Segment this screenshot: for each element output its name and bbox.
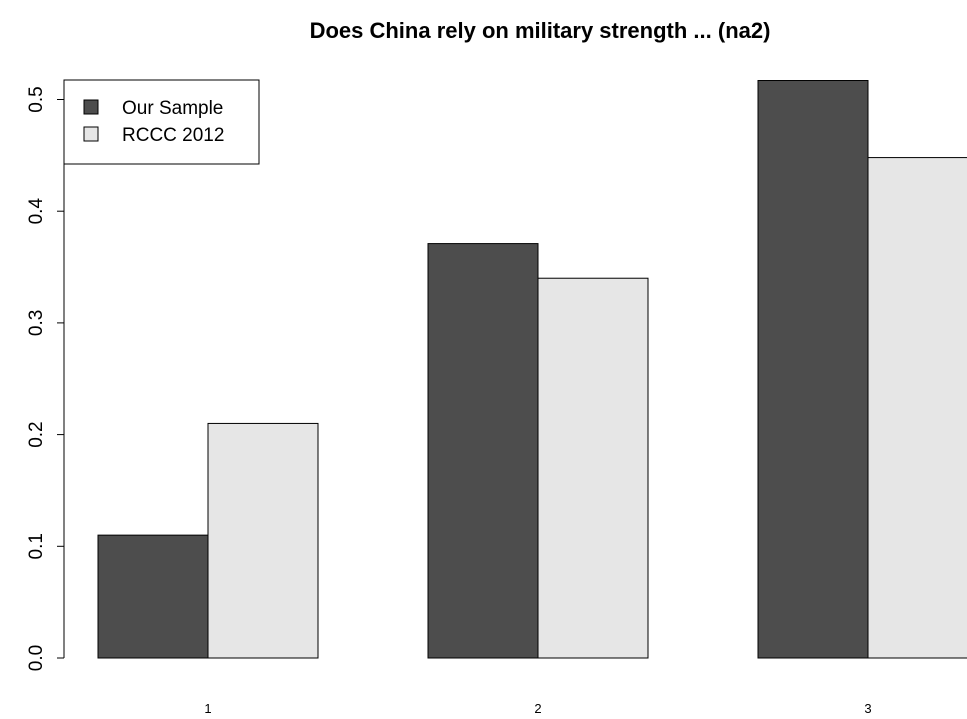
x-tick-label: 2 (534, 701, 541, 716)
bar-our-sample-1 (97, 534, 209, 659)
bar-rccc-2012-1 (207, 422, 319, 659)
legend: Our Sample RCCC 2012 (63, 79, 260, 165)
y-tick-label: 0.3 (26, 310, 47, 336)
bar-our-sample-3 (757, 80, 869, 659)
y-tick-label: 0.4 (26, 198, 47, 225)
x-axis-labels: 1 2 3 (204, 701, 871, 716)
legend-swatch (83, 126, 99, 142)
x-tick-label: 1 (204, 701, 211, 716)
legend-label: RCCC 2012 (122, 125, 224, 146)
legend-label: Our Sample (122, 98, 223, 119)
legend-box (63, 79, 260, 165)
y-tick-label: 0.2 (26, 421, 47, 447)
y-axis: 0.0 0.1 0.2 0.3 0.4 0.5 (26, 86, 65, 671)
y-tick-label: 0.0 (26, 645, 47, 671)
bar-our-sample-2 (427, 243, 539, 659)
y-tick-label: 0.5 (26, 86, 47, 112)
x-tick-label: 3 (864, 701, 871, 716)
legend-swatch (83, 99, 99, 115)
bars (97, 80, 967, 659)
bar-rccc-2012-2 (537, 277, 649, 659)
chart-title: Does China rely on military strength ...… (310, 18, 771, 43)
y-tick-label: 0.1 (26, 533, 47, 559)
bar-rccc-2012-3 (867, 157, 967, 659)
